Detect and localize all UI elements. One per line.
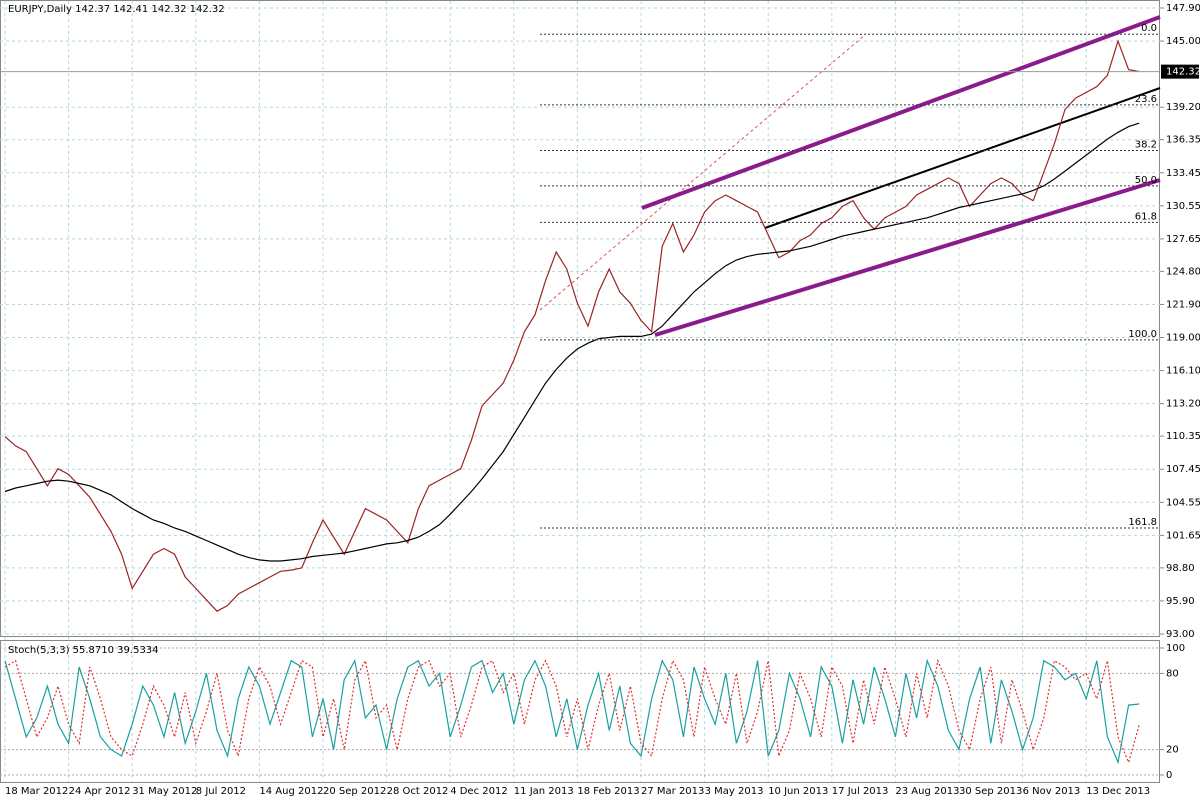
x-tick-label: 6 Nov 2013 (1023, 786, 1081, 797)
y-tick-label: 119.00 (1166, 333, 1200, 344)
channel-mid (764, 87, 1161, 229)
x-tick-label: 18 Mar 2012 (5, 786, 68, 797)
stoch-line (4, 658, 1140, 765)
fib-label: 161.8 (1128, 517, 1157, 528)
x-tick-label: 11 Jan 2013 (514, 786, 574, 797)
y-tick-label: 95.90 (1166, 596, 1195, 607)
x-tick-label: 14 Aug 2012 (259, 786, 323, 797)
x-tick-label: 10 Jun 2013 (768, 786, 828, 797)
x-tick-label: 28 Oct 2012 (387, 786, 449, 797)
fib-label: 61.8 (1135, 211, 1157, 222)
y-tick-label: 80 (1166, 668, 1179, 679)
y-tick-label: 147.90 (1166, 3, 1200, 14)
y-tick-label: 121.90 (1166, 299, 1200, 310)
stoch-title: Stoch(5,3,3) 55.8710 39.5334 (8, 645, 159, 656)
y-tick-label: 93.00 (1166, 629, 1195, 640)
channel-upper (641, 15, 1161, 210)
fib-label: 38.2 (1135, 140, 1157, 151)
x-tick-label: 4 Dec 2012 (450, 786, 508, 797)
y-tick-label: 101.65 (1166, 530, 1200, 541)
fib-label: 100.0 (1128, 329, 1157, 340)
y-tick-label: 110.35 (1166, 431, 1200, 442)
last-price-box (1161, 64, 1199, 79)
x-tick-label: 20 Sep 2012 (323, 786, 386, 797)
x-tick-label: 24 Apr 2012 (69, 786, 131, 797)
fib-label: 0.0 (1141, 23, 1157, 34)
y-tick-label: 100 (1166, 643, 1185, 654)
fib-label: 23.6 (1135, 94, 1157, 105)
x-tick-label: 31 May 2012 (132, 786, 197, 797)
x-tick-label: 23 Aug 2013 (895, 786, 959, 797)
y-tick-label: 113.20 (1166, 399, 1200, 410)
channel-lower (654, 178, 1161, 337)
x-tick-label: 30 Sep 2013 (959, 786, 1022, 797)
y-tick-label: 139.20 (1166, 102, 1200, 113)
x-tick-label: 18 Feb 2013 (577, 786, 639, 797)
price-line (4, 122, 1140, 562)
y-tick-label: 107.45 (1166, 464, 1200, 475)
y-tick-label: 20 (1166, 745, 1179, 756)
fib-label: 50.0 (1135, 175, 1157, 186)
x-tick-label: 3 May 2013 (705, 786, 764, 797)
stoch-line (4, 658, 1140, 765)
y-tick-label: 98.80 (1166, 563, 1195, 574)
x-tick-label: 8 Jul 2012 (196, 786, 246, 797)
x-tick-label: 13 Dec 2013 (1086, 786, 1150, 797)
x-tick-label: 27 Mar 2013 (641, 786, 704, 797)
x-tick-label: 17 Jul 2013 (832, 786, 889, 797)
stoch-panel (0, 640, 1160, 783)
chart-title: EURJPY,Daily 142.37 142.41 142.32 142.32 (8, 4, 225, 15)
y-tick-label: 130.55 (1166, 201, 1200, 212)
y-tick-label: 145.00 (1166, 36, 1200, 47)
last-price-label: 142.32 (1166, 67, 1200, 78)
y-tick-label: 0 (1166, 770, 1172, 781)
price-line (4, 39, 1140, 612)
y-tick-label: 116.10 (1166, 366, 1200, 377)
y-tick-label: 127.65 (1166, 234, 1200, 245)
price-panel (0, 0, 1160, 637)
y-tick-label: 136.35 (1166, 135, 1200, 146)
y-tick-label: 133.45 (1166, 168, 1200, 179)
y-tick-label: 124.80 (1166, 266, 1200, 277)
y-tick-label: 104.55 (1166, 497, 1200, 508)
fib-trend-line (539, 34, 866, 311)
